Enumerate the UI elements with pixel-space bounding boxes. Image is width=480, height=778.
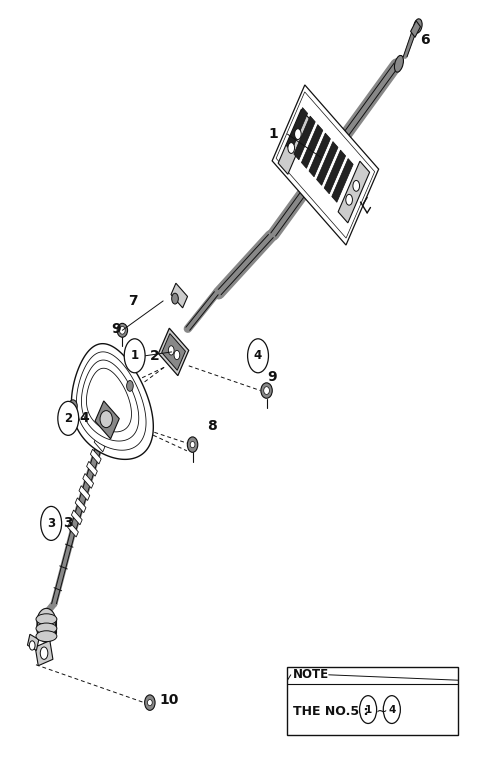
- Text: 1: 1: [268, 127, 278, 141]
- Ellipse shape: [117, 324, 128, 337]
- Bar: [98, 425, 109, 440]
- Ellipse shape: [69, 400, 77, 412]
- Ellipse shape: [395, 55, 404, 72]
- FancyBboxPatch shape: [288, 667, 458, 735]
- Ellipse shape: [295, 128, 301, 139]
- Ellipse shape: [190, 442, 195, 447]
- Text: 10: 10: [159, 692, 179, 706]
- Ellipse shape: [127, 380, 133, 391]
- Bar: [278, 110, 311, 174]
- Ellipse shape: [37, 615, 56, 643]
- Ellipse shape: [36, 623, 57, 634]
- Bar: [272, 85, 379, 245]
- Ellipse shape: [174, 350, 180, 359]
- Bar: [90, 449, 101, 464]
- Bar: [94, 437, 105, 452]
- Ellipse shape: [144, 695, 155, 710]
- Ellipse shape: [147, 699, 152, 706]
- Polygon shape: [82, 360, 139, 441]
- Circle shape: [248, 338, 268, 373]
- Bar: [286, 107, 308, 152]
- Bar: [338, 161, 370, 223]
- Text: 7: 7: [129, 294, 138, 308]
- Circle shape: [58, 401, 79, 436]
- Text: 1: 1: [131, 349, 139, 363]
- Bar: [301, 124, 323, 168]
- Text: ~: ~: [375, 705, 387, 719]
- Ellipse shape: [261, 383, 272, 398]
- Ellipse shape: [29, 641, 35, 650]
- Ellipse shape: [37, 608, 56, 636]
- Ellipse shape: [414, 19, 422, 33]
- Bar: [79, 485, 90, 500]
- Bar: [324, 150, 346, 194]
- Text: 2: 2: [150, 349, 160, 363]
- Ellipse shape: [36, 631, 57, 642]
- Circle shape: [384, 696, 400, 724]
- Ellipse shape: [40, 647, 48, 660]
- Circle shape: [360, 696, 377, 724]
- Bar: [162, 334, 185, 370]
- Text: THE NO.5 :: THE NO.5 :: [293, 706, 369, 718]
- Bar: [68, 522, 78, 537]
- Text: 3: 3: [47, 517, 55, 530]
- Text: 9: 9: [111, 322, 120, 336]
- Ellipse shape: [168, 345, 174, 355]
- Bar: [309, 133, 330, 177]
- Text: 4: 4: [388, 705, 396, 714]
- Bar: [410, 21, 420, 37]
- Text: 1: 1: [364, 705, 372, 714]
- Ellipse shape: [120, 327, 125, 335]
- Bar: [95, 401, 120, 439]
- Bar: [75, 498, 86, 513]
- Bar: [83, 474, 94, 489]
- Bar: [276, 92, 375, 238]
- Bar: [158, 328, 189, 376]
- Bar: [72, 510, 82, 525]
- Ellipse shape: [36, 614, 57, 625]
- Text: 4: 4: [254, 349, 262, 363]
- Ellipse shape: [353, 180, 360, 191]
- Text: 2: 2: [64, 412, 72, 425]
- Ellipse shape: [346, 194, 352, 205]
- Ellipse shape: [187, 437, 198, 452]
- Text: 3: 3: [63, 517, 73, 531]
- Text: NOTE: NOTE: [293, 668, 329, 682]
- Polygon shape: [76, 352, 146, 450]
- Circle shape: [124, 338, 145, 373]
- Bar: [171, 283, 188, 308]
- Ellipse shape: [264, 387, 269, 394]
- Ellipse shape: [172, 293, 179, 304]
- Text: 9: 9: [267, 370, 276, 384]
- Bar: [86, 461, 97, 476]
- Bar: [35, 640, 53, 666]
- Circle shape: [41, 506, 61, 541]
- Bar: [27, 634, 39, 650]
- Bar: [317, 142, 338, 185]
- Text: 4: 4: [80, 412, 89, 426]
- Bar: [294, 116, 315, 159]
- Polygon shape: [72, 344, 153, 459]
- Ellipse shape: [100, 411, 112, 428]
- Bar: [37, 618, 56, 633]
- Text: 6: 6: [420, 33, 430, 47]
- Text: 8: 8: [207, 419, 216, 433]
- Polygon shape: [86, 368, 132, 432]
- Bar: [332, 159, 353, 202]
- Ellipse shape: [288, 142, 295, 153]
